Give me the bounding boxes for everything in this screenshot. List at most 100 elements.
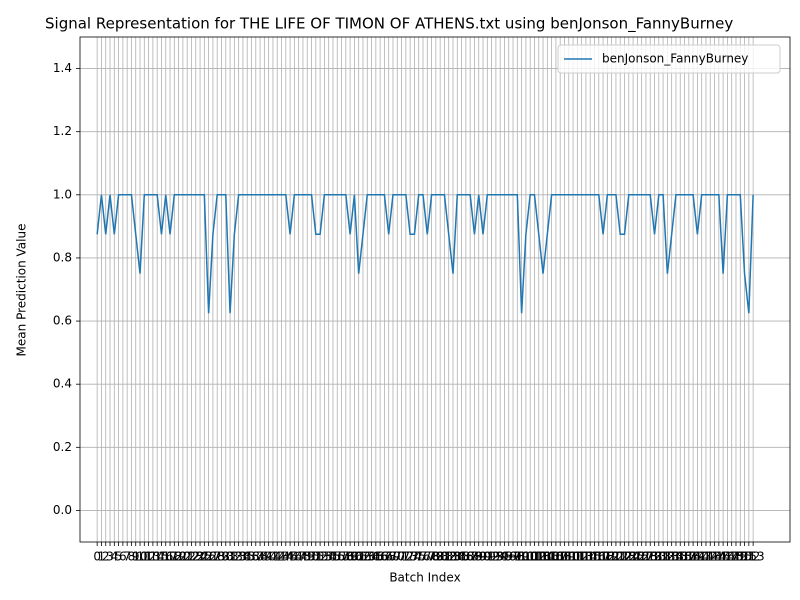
x-tick-label: 119 <box>596 550 619 564</box>
x-tick-label: 51 <box>308 550 323 564</box>
x-tick-label: 59 <box>342 550 357 564</box>
x-tick-label: 45 <box>282 550 297 564</box>
x-tick-label: 64 <box>364 550 379 564</box>
x-tick-label: 11 <box>137 550 152 564</box>
x-tick-label: 60 <box>347 550 362 564</box>
x-tick-label: 102 <box>523 550 546 564</box>
x-tick-label: 13 <box>145 550 160 564</box>
x-tick-label: 28 <box>210 550 225 564</box>
x-tick-label: 33 <box>231 550 246 564</box>
x-tick-label: 61 <box>351 550 366 564</box>
x-tick-label: 116 <box>583 550 606 564</box>
x-tick-label: 9 <box>132 550 140 564</box>
x-tick-label: 111 <box>562 550 585 564</box>
plot-frame <box>79 36 791 543</box>
x-tick-label: 46 <box>287 550 302 564</box>
x-axis-label: Batch Index <box>389 571 460 585</box>
x-tick-label: 74 <box>407 550 422 564</box>
x-tick-label: 93 <box>488 550 503 564</box>
x-tick-label: 134 <box>660 550 683 564</box>
x-tick-label: 139 <box>682 550 705 564</box>
x-tick-label: 36 <box>244 550 259 564</box>
x-tick-label: 39 <box>257 550 272 564</box>
x-tick-label: 94 <box>493 550 508 564</box>
x-tick-label: 18 <box>167 550 182 564</box>
x-tick-label: 34 <box>235 550 250 564</box>
x-tick-label: 70 <box>390 550 405 564</box>
x-tick-label: 122 <box>609 550 632 564</box>
x-tick-label: 136 <box>669 550 692 564</box>
x-tick-label: 44 <box>278 550 293 564</box>
x-tick-label: 71 <box>394 550 409 564</box>
x-tick-label: 84 <box>450 550 465 564</box>
x-tick-label: 6 <box>119 550 127 564</box>
y-tick-label: 0.2 <box>53 440 72 454</box>
x-tick-label: 107 <box>544 550 567 564</box>
x-tick-label: 79 <box>428 550 443 564</box>
x-tick-label: 88 <box>467 550 482 564</box>
x-tick-label: 130 <box>643 550 666 564</box>
legend-box <box>557 44 781 74</box>
x-tick-label: 110 <box>557 550 580 564</box>
x-tick-label: 90 <box>475 550 490 564</box>
x-tick-label: 30 <box>218 550 233 564</box>
x-tick-label: 35 <box>240 550 255 564</box>
x-tick-label: 62 <box>355 550 370 564</box>
x-tick-label: 65 <box>368 550 383 564</box>
x-tick-label: 16 <box>158 550 173 564</box>
x-tick-label: 99 <box>514 550 529 564</box>
x-tick-label: 98 <box>510 550 525 564</box>
series-line <box>96 194 754 314</box>
x-tick-label: 80 <box>433 550 448 564</box>
x-tick-label: 58 <box>338 550 353 564</box>
x-tick-label: 113 <box>570 550 593 564</box>
x-tick-label: 104 <box>532 550 555 564</box>
y-tick-label: 1.0 <box>53 187 72 201</box>
x-tick-label: 143 <box>699 550 722 564</box>
x-tick-label: 125 <box>622 550 645 564</box>
x-tick-label: 47 <box>291 550 306 564</box>
y-axis-label: Mean Prediction Value <box>15 224 29 357</box>
x-tick-label: 152 <box>737 550 760 564</box>
x-tick-label: 85 <box>454 550 469 564</box>
x-tick-label: 37 <box>248 550 263 564</box>
x-tick-label: 146 <box>712 550 735 564</box>
x-tick-label: 133 <box>656 550 679 564</box>
x-tick-label: 31 <box>222 550 237 564</box>
x-tick-label: 57 <box>334 550 349 564</box>
x-tick-label: 100 <box>514 550 537 564</box>
x-tick-label: 124 <box>617 550 640 564</box>
x-tick-label: 8 <box>128 550 136 564</box>
x-tick-label: 5 <box>115 550 123 564</box>
x-tick-label: 3 <box>106 550 114 564</box>
x-tick-label: 129 <box>639 550 662 564</box>
x-tick-label: 12 <box>141 550 156 564</box>
x-tick-label: 91 <box>480 550 495 564</box>
x-tick-label: 141 <box>690 550 713 564</box>
x-tick-label: 24 <box>192 550 207 564</box>
x-tick-label: 73 <box>402 550 417 564</box>
x-tick-label: 142 <box>695 550 718 564</box>
x-tick-label: 55 <box>325 550 340 564</box>
x-tick-label: 2 <box>102 550 110 564</box>
x-tick-label: 19 <box>171 550 186 564</box>
x-tick-label: 25 <box>197 550 212 564</box>
x-tick-label: 106 <box>540 550 563 564</box>
x-tick-label: 82 <box>441 550 456 564</box>
y-tick-label: 0.0 <box>53 503 72 517</box>
x-tick-label: 27 <box>205 550 220 564</box>
x-tick-label: 115 <box>579 550 602 564</box>
x-tick-label: 76 <box>415 550 430 564</box>
x-tick-label: 147 <box>716 550 739 564</box>
x-tick-label: 86 <box>458 550 473 564</box>
x-tick-label: 89 <box>471 550 486 564</box>
x-tick-label: 67 <box>377 550 392 564</box>
x-tick-label: 151 <box>733 550 756 564</box>
x-tick-label: 108 <box>549 550 572 564</box>
x-tick-label: 127 <box>630 550 653 564</box>
x-tick-label: 7 <box>123 550 131 564</box>
x-tick-label: 103 <box>527 550 550 564</box>
y-tick-label: 0.6 <box>53 314 72 328</box>
